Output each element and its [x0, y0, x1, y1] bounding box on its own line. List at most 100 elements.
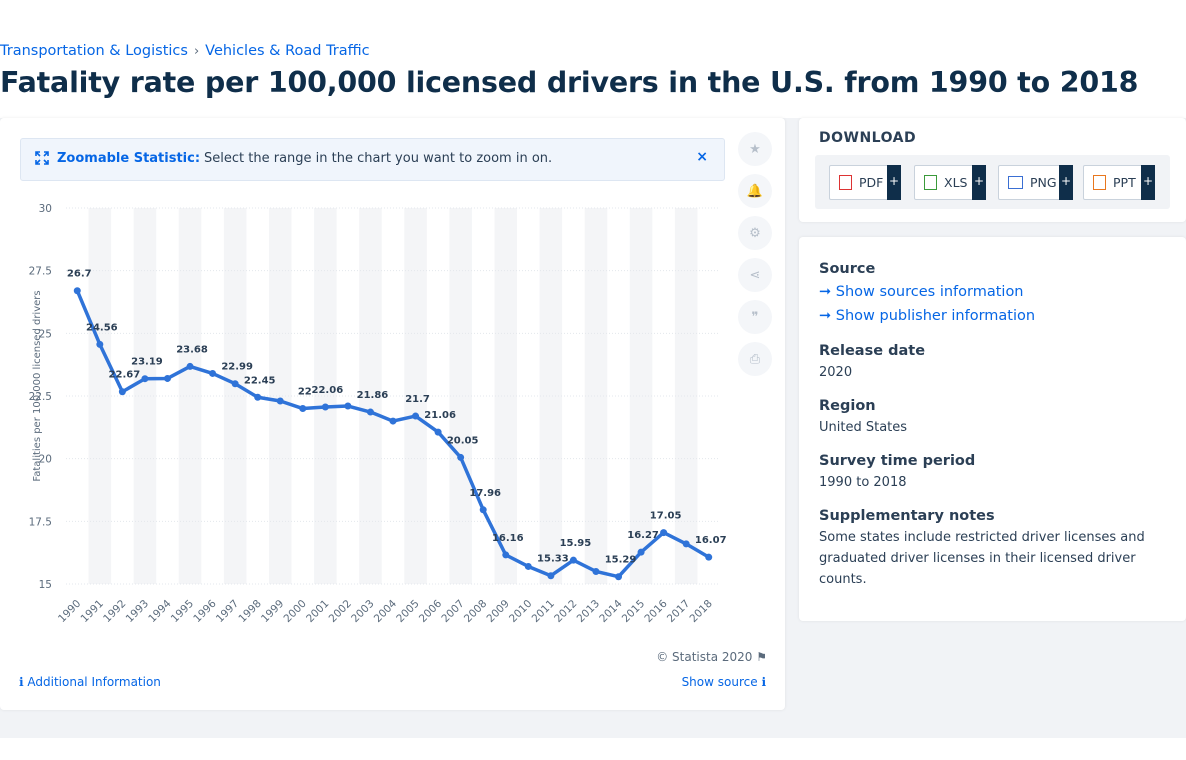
data-label: 16.27	[627, 530, 659, 541]
download-xls-label: XLS	[944, 175, 968, 190]
data-point	[637, 548, 645, 556]
data-point	[366, 408, 374, 416]
x-tick-label: 1997	[214, 598, 241, 625]
plot-band	[314, 208, 337, 584]
data-point	[412, 412, 420, 420]
x-tick-label: 2016	[642, 597, 670, 625]
survey-period-value: 1990 to 2018	[819, 475, 907, 490]
star-icon[interactable]: ★	[738, 132, 772, 166]
x-tick-label: 2002	[327, 598, 354, 625]
download-ppt-button[interactable]: PPT +	[1083, 165, 1155, 200]
data-label: 24.56	[86, 322, 118, 333]
download-png-button[interactable]: PNG +	[998, 165, 1073, 200]
line-chart[interactable]: 15 17.5 20 22.5 25 27.5 30 Fatalities per 100,0…	[20, 196, 730, 656]
plot-band	[223, 208, 247, 584]
copyright: © Statista 2020 ⚑	[656, 650, 767, 664]
data-label: 22.45	[244, 375, 276, 386]
x-tick-label: 2018	[687, 598, 714, 625]
data-label: 22.67	[109, 370, 141, 381]
quote-icon[interactable]: ❞	[738, 300, 772, 334]
x-tick-label: 2005	[394, 598, 421, 625]
release-date-heading: Release date	[819, 343, 926, 359]
download-title: DOWNLOAD	[819, 130, 917, 146]
plot-band	[404, 208, 427, 584]
data-label: 17.05	[650, 511, 682, 522]
plus-icon: +	[887, 165, 901, 200]
supplementary-notes-value: Some states include restricted driver li…	[819, 530, 1145, 587]
additional-information-link[interactable]: ℹ Additional Information	[19, 675, 161, 689]
breadcrumb: Transportation & Logistics › Vehicles & Ro…	[0, 43, 370, 59]
data-label: 15.95	[560, 538, 592, 549]
y-tick-label: 27.5	[29, 266, 52, 278]
plus-icon: +	[1141, 165, 1155, 200]
breadcrumb-separator: ›	[193, 44, 200, 59]
data-point	[299, 405, 307, 413]
data-point	[660, 529, 668, 537]
y-tick-label: 17.5	[29, 516, 52, 528]
show-source-link[interactable]: Show source ℹ	[682, 675, 766, 689]
data-label: 15.29	[605, 555, 637, 566]
data-point	[682, 540, 690, 548]
plot-band	[629, 208, 653, 584]
zoom-banner-message: Select the range in the chart you want t…	[204, 151, 553, 166]
close-icon[interactable]: ×	[696, 149, 708, 165]
show-publisher-label: Show publisher information	[835, 308, 1036, 324]
data-label: 23.68	[176, 344, 208, 355]
gear-icon[interactable]: ⚙	[738, 216, 772, 250]
zoom-banner-text: Zoomable Statistic: Select the range in t…	[57, 151, 552, 166]
share-icon[interactable]: ⋖	[738, 258, 772, 292]
bell-icon[interactable]: 🔔	[738, 174, 772, 208]
data-point	[276, 397, 284, 405]
data-label: 17.96	[469, 488, 501, 499]
data-point	[457, 453, 465, 461]
x-tick-label: 2000	[282, 598, 309, 625]
page-title: Fatality rate per 100,000 licensed drive…	[0, 66, 1139, 99]
data-point	[524, 562, 532, 570]
data-label: 22.99	[221, 362, 253, 373]
y-tick-label: 30	[39, 203, 52, 215]
bottom-band	[0, 738, 1186, 760]
chart-card: Zoomable Statistic: Select the range in t…	[0, 118, 785, 710]
print-icon[interactable]: ⎙	[738, 342, 772, 376]
data-point	[434, 428, 442, 436]
zoom-banner-label: Zoomable Statistic:	[57, 151, 201, 166]
x-tick-label: 2014	[597, 597, 625, 625]
download-xls-button[interactable]: XLS +	[914, 165, 986, 200]
statistic-details-card: Source ➞ Show sources information ➞ Show…	[799, 237, 1186, 621]
flag-icon[interactable]: ⚑	[756, 650, 767, 664]
data-point	[209, 369, 217, 377]
download-card: DOWNLOAD PDF + XLS + PNG + PPT +	[799, 118, 1186, 222]
arrow-right-icon: ➞	[819, 284, 832, 300]
data-point	[615, 573, 623, 581]
supplementary-notes-heading: Supplementary notes	[819, 508, 995, 524]
y-tick-label: 22.5	[29, 391, 52, 403]
x-tick-label: 1992	[101, 598, 128, 625]
x-tick-label: 1998	[236, 598, 263, 625]
ppt-file-icon	[1093, 175, 1106, 190]
download-pdf-button[interactable]: PDF +	[829, 165, 901, 200]
x-tick-label: 2003	[349, 598, 376, 625]
x-tick-label: 2012	[552, 598, 579, 625]
data-point	[344, 402, 352, 410]
show-publisher-link[interactable]: ➞ Show publisher information	[819, 308, 1035, 324]
show-sources-link[interactable]: ➞ Show sources information	[819, 284, 1024, 300]
x-tick-label: 1991	[79, 598, 106, 625]
breadcrumb-link-category[interactable]: Transportation & Logistics	[0, 43, 188, 59]
download-pdf-label: PDF	[859, 175, 884, 190]
data-point	[141, 375, 149, 383]
info-icon: ℹ	[761, 675, 766, 689]
x-tick-label: 2017	[665, 598, 692, 625]
data-point	[389, 417, 397, 425]
breadcrumb-link-subcategory[interactable]: Vehicles & Road Traffic	[205, 43, 370, 59]
show-sources-label: Show sources information	[835, 284, 1024, 300]
plus-icon: +	[1059, 165, 1073, 200]
data-label: 21.7	[405, 394, 430, 405]
data-point	[73, 287, 81, 295]
x-tick-label: 1995	[169, 598, 196, 625]
x-tick-label: 1994	[146, 597, 174, 625]
data-label: 16.16	[492, 533, 524, 544]
plot-band	[674, 208, 698, 584]
plus-icon: +	[972, 165, 986, 200]
data-label: 16.07	[695, 535, 727, 546]
